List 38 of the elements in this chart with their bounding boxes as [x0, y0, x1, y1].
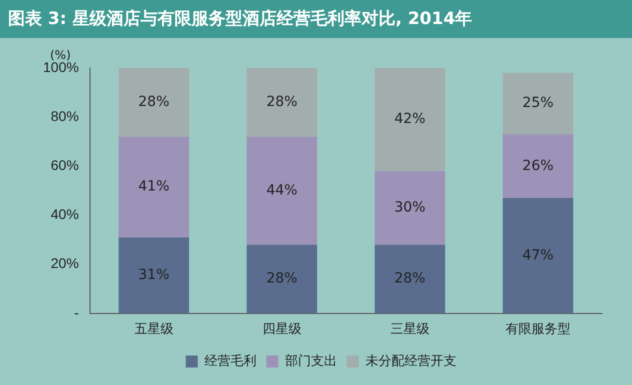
- bar: [118, 237, 190, 314]
- data-label: 31%: [138, 267, 170, 284]
- bar: [246, 244, 318, 314]
- bar: [246, 68, 318, 137]
- chart-title: 图表 3: 星级酒店与有限服务型酒店经营毛利率对比, 2014年: [0, 0, 632, 38]
- y-axis-title: (%): [50, 48, 71, 62]
- y-tick-label: 40%: [50, 206, 79, 222]
- bar: [502, 72, 574, 134]
- bar: [118, 68, 190, 137]
- data-label: 28%: [266, 270, 298, 287]
- bar: [118, 136, 190, 238]
- data-label: 28%: [138, 94, 170, 110]
- bar: [502, 198, 574, 314]
- x-tick-label: 有限服务型: [505, 320, 570, 336]
- y-tick-label: 80%: [50, 108, 79, 124]
- legend-label: 经营毛利: [204, 354, 256, 369]
- bar: [374, 68, 446, 172]
- data-label: 47%: [522, 247, 554, 264]
- data-label: 41%: [138, 178, 170, 195]
- x-tick-label: 三星级: [390, 320, 430, 336]
- legend-label: 部门支出: [284, 352, 337, 369]
- bar: [502, 134, 574, 198]
- x-tick-label: 四星级: [262, 320, 302, 336]
- y-tick-label: 20%: [50, 255, 79, 272]
- data-label: 30%: [394, 200, 426, 216]
- data-label: 26%: [522, 158, 554, 174]
- y-tick-label: -: [74, 304, 80, 320]
- data-label: 28%: [394, 270, 426, 287]
- y-tick-label: 60%: [50, 157, 79, 174]
- bar: [374, 171, 446, 245]
- data-label: 28%: [266, 94, 298, 110]
- data-label: 25%: [522, 95, 554, 112]
- bar: [246, 136, 318, 245]
- legend-label: 未分配经营开支: [365, 354, 456, 369]
- bar: [374, 244, 446, 314]
- data-label: 42%: [394, 111, 426, 128]
- x-tick-label: 五星级: [134, 320, 174, 336]
- data-label: 44%: [266, 182, 298, 198]
